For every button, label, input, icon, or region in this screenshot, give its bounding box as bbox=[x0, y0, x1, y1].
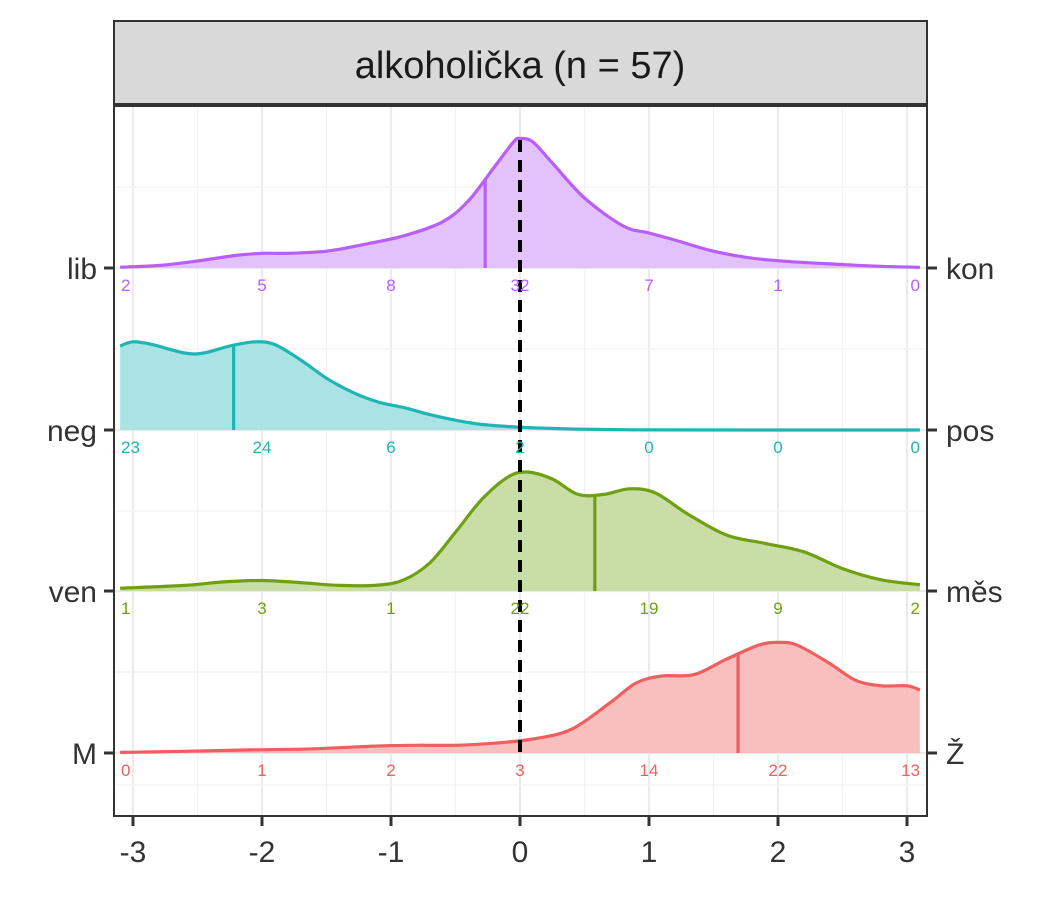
count-label: 1 bbox=[773, 276, 782, 295]
count-label: 0 bbox=[121, 761, 130, 780]
x-tick-label: 2 bbox=[770, 836, 787, 869]
left-y-axis: lib neg ven M bbox=[47, 253, 114, 771]
count-label: 23 bbox=[121, 438, 140, 457]
y-label-left: neg bbox=[47, 415, 97, 448]
count-label: 32 bbox=[511, 276, 530, 295]
density-curve bbox=[120, 640, 921, 754]
count-label: 5 bbox=[257, 276, 266, 295]
count-label: 2 bbox=[121, 276, 130, 295]
count-label: 2 bbox=[515, 438, 524, 457]
count-label: 1 bbox=[386, 599, 395, 618]
count-label: 7 bbox=[644, 276, 653, 295]
density-curve bbox=[120, 470, 921, 590]
count-label: 3 bbox=[515, 761, 524, 780]
count-label: 6 bbox=[386, 438, 395, 457]
count-label: 14 bbox=[640, 761, 659, 780]
density-area bbox=[120, 642, 920, 753]
count-label: 0 bbox=[911, 276, 920, 295]
x-axis: -3 -2 -1 0 1 2 3 bbox=[120, 816, 916, 869]
y-label-right: měs bbox=[946, 576, 1003, 609]
ridge-M bbox=[120, 640, 921, 754]
count-label: 19 bbox=[640, 599, 659, 618]
right-y-axis: kon pos měs Ž bbox=[927, 253, 1003, 771]
y-label-left: ven bbox=[49, 576, 97, 609]
count-label: 22 bbox=[511, 599, 530, 618]
count-labels: 2 5 8 32 7 1 023 24 6 2 0 0 01 3 1 22 19 9 20 1 2 3 14 22 13 bbox=[121, 276, 920, 780]
count-label: 3 bbox=[257, 599, 266, 618]
count-label: 0 bbox=[773, 438, 782, 457]
x-tick-label: 3 bbox=[899, 836, 916, 869]
y-label-left: lib bbox=[67, 253, 97, 286]
x-tick-label: 0 bbox=[512, 836, 529, 869]
x-tick-label: -3 bbox=[120, 836, 147, 869]
y-label-right: pos bbox=[946, 415, 994, 448]
count-label: 0 bbox=[911, 438, 920, 457]
y-label-right: Ž bbox=[946, 738, 964, 771]
count-label: 24 bbox=[253, 438, 272, 457]
y-label-right: kon bbox=[946, 253, 994, 286]
count-label: 1 bbox=[121, 599, 130, 618]
density-curve bbox=[120, 136, 920, 269]
x-tick-label: 1 bbox=[641, 836, 658, 869]
strip-title: alkoholička (n = 57) bbox=[355, 45, 686, 87]
x-tick-label: -2 bbox=[249, 836, 276, 869]
count-label: 13 bbox=[901, 761, 920, 780]
count-label: 2 bbox=[911, 599, 920, 618]
density-area bbox=[120, 341, 920, 430]
x-tick-label: -1 bbox=[378, 836, 405, 869]
count-label: 8 bbox=[386, 276, 395, 295]
density-curve bbox=[119, 340, 920, 432]
strip-background bbox=[113, 20, 928, 105]
count-label: 0 bbox=[644, 438, 653, 457]
count-label: 22 bbox=[769, 761, 788, 780]
count-label: 9 bbox=[773, 599, 782, 618]
y-label-left: M bbox=[72, 738, 97, 771]
count-label: 1 bbox=[257, 761, 266, 780]
ridge-neg bbox=[119, 340, 920, 432]
count-label: 2 bbox=[386, 761, 395, 780]
